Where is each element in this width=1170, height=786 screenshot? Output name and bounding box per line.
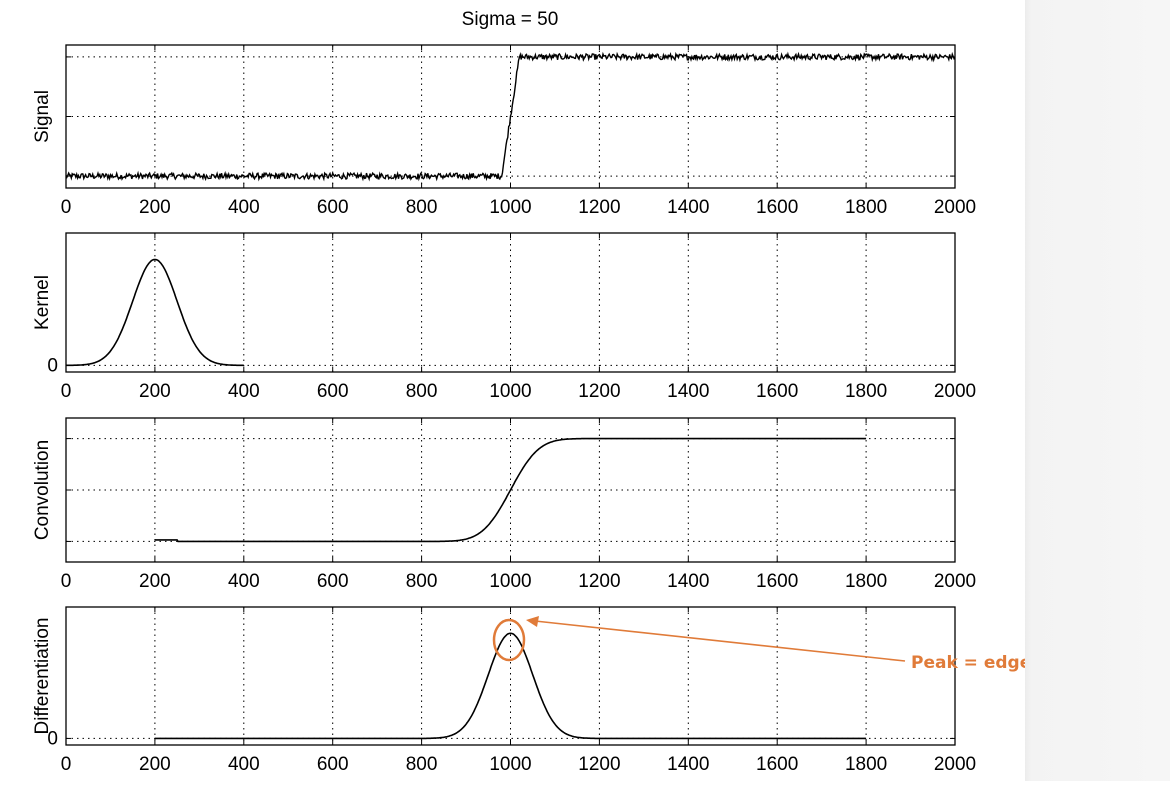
convolution-xtick-label: 400	[228, 571, 260, 592]
kernel-xtick-label: 1800	[845, 381, 887, 402]
kernel-xtick-label: 200	[139, 381, 171, 402]
kernel-xtick-label: 0	[61, 381, 72, 402]
convolution-xtick-label: 200	[139, 571, 171, 592]
convolution-xtick-label: 1600	[756, 571, 798, 592]
signal-xtick-label: 1400	[667, 197, 709, 218]
signal-xtick-label: 1200	[578, 197, 620, 218]
kernel-xtick-label: 800	[406, 381, 438, 402]
convolution-xtick-label: 1200	[578, 571, 620, 592]
signal-series-line	[65, 51, 956, 182]
signal-xtick-label: 1800	[845, 197, 887, 218]
differentiation-xtick-label: 400	[228, 754, 260, 775]
kernel-xtick-label: 1600	[756, 381, 798, 402]
kernel-xtick-label: 600	[317, 381, 349, 402]
signal-xtick-label: 400	[228, 197, 260, 218]
signal-ylabel: Signal	[32, 90, 53, 143]
differentiation-xtick-label: 800	[406, 754, 438, 775]
peak-highlight-ellipse	[492, 618, 526, 662]
kernel-ytick-label: 0	[47, 355, 58, 376]
differentiation-xtick-label: 1400	[667, 754, 709, 775]
kernel-xtick-label: 1200	[578, 381, 620, 402]
convolution-xtick-label: 1800	[845, 571, 887, 592]
differentiation-xtick-label: 1200	[578, 754, 620, 775]
convolution-xtick-label: 800	[406, 571, 438, 592]
kernel-xtick-label: 400	[228, 381, 260, 402]
signal-xtick-label: 200	[139, 197, 171, 218]
differentiation-xtick-label: 2000	[934, 754, 976, 775]
kernel-panel: 0 200 400 600 800 1000 1200 1400 1600 1800 2000 0 Ke…	[32, 232, 976, 402]
kernel-xtick-label: 1000	[489, 381, 531, 402]
signal-xtick-label: 1000	[489, 197, 531, 218]
differentiation-ylabel: Differentiation	[32, 618, 53, 735]
kernel-xtick-label: 1400	[667, 381, 709, 402]
differentiation-xtick-label: 0	[61, 754, 72, 775]
differentiation-xtick-label: 200	[139, 754, 171, 775]
signal-xtick-label: 1600	[756, 197, 798, 218]
signal-xtick-label: 800	[406, 197, 438, 218]
convolution-ylabel: Convolution	[32, 440, 53, 540]
convolution-xtick-label: 1000	[489, 571, 531, 592]
convolution-xtick-label: 0	[61, 571, 72, 592]
differentiation-xtick-label: 1600	[756, 754, 798, 775]
annotation-arrow-line	[534, 620, 906, 662]
differentiation-xtick-label: 600	[317, 754, 349, 775]
figure-title: Sigma = 50	[462, 9, 559, 30]
peak-annotation: Peak = edge location	[492, 616, 1114, 673]
kernel-ylabel: Kernel	[32, 275, 53, 330]
differentiation-xtick-label: 1800	[845, 754, 887, 775]
convolution-xtick-label: 600	[317, 571, 349, 592]
signal-xtick-label: 600	[317, 197, 349, 218]
differentiation-panel: 0 200 400 600 800 1000 1200 1400 1600 1800 20000Di…	[32, 606, 976, 775]
differentiation-series-line	[154, 632, 867, 740]
kernel-xtick-label: 2000	[934, 381, 976, 402]
convolution-series-line	[154, 437, 867, 543]
convolution-panel: 0 200 400 600 800 1000 1200 1400 1600 1800 2000 Con…	[32, 417, 976, 592]
convolution-xtick-label: 2000	[934, 571, 976, 592]
differentiation-axes-frame	[65, 606, 956, 746]
differentiation-xtick-label: 1000	[489, 754, 531, 775]
convolution-xtick-label: 1400	[667, 571, 709, 592]
annotation-arrow-head	[526, 616, 539, 627]
signal-xtick-label: 2000	[934, 197, 976, 218]
side-panel	[1025, 0, 1170, 781]
differentiation-ytick-label: 0	[47, 728, 58, 749]
signal-panel: 0 200 400 600 800 1000 1200 1400 1600 1800 2000 Sig…	[32, 44, 976, 218]
signal-xtick-label: 0	[61, 197, 72, 218]
kernel-series-line	[66, 258, 244, 367]
